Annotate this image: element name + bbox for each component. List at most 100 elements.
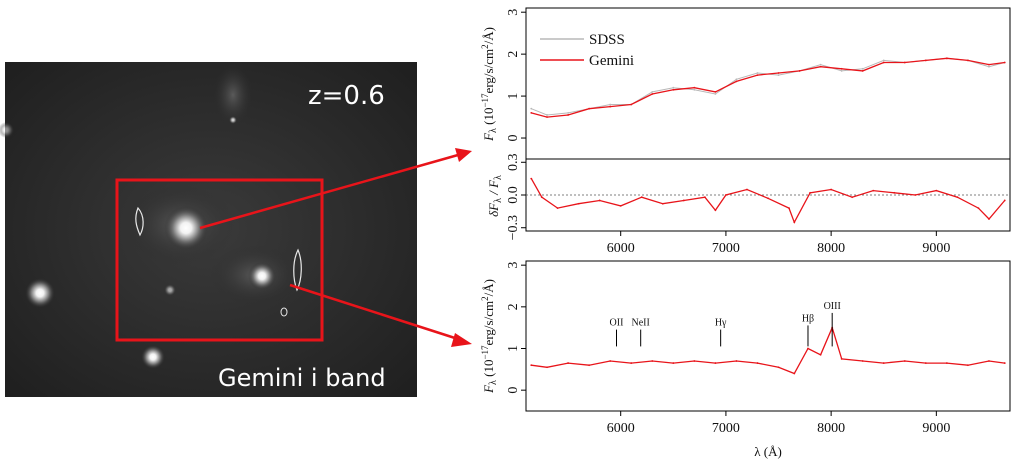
point-bot-0-1 bbox=[546, 366, 548, 369]
point-bot-0-10 bbox=[735, 360, 738, 362]
source-left bbox=[25, 278, 55, 308]
panel-top-frame bbox=[525, 7, 1011, 160]
bot-series bbox=[530, 325, 1006, 375]
ytick-label-bot-1: 1 bbox=[506, 345, 521, 352]
point-res-0-26 bbox=[1003, 199, 1006, 202]
point-top-1-14 bbox=[819, 65, 822, 68]
res-xticks: 6000 7000 8000 9000 bbox=[607, 231, 950, 256]
point-top-1-10 bbox=[735, 80, 738, 83]
ytick-label-top-2: 2 bbox=[506, 51, 521, 58]
point-res-0-12 bbox=[746, 188, 748, 191]
point-res-0-4 bbox=[598, 199, 601, 202]
annotation-label-3: Hβ bbox=[802, 313, 814, 324]
xtick-label-bot-3: 9000 bbox=[922, 421, 950, 436]
point-top-0-11 bbox=[756, 72, 759, 74]
point-res-0-6 bbox=[640, 196, 643, 199]
arrow-companion-head bbox=[451, 333, 472, 347]
point-top-0-9 bbox=[714, 93, 717, 95]
source-edge bbox=[0, 122, 14, 138]
source-topright bbox=[229, 116, 237, 124]
point-top-1-17 bbox=[882, 61, 885, 64]
point-top-1-1 bbox=[546, 116, 548, 118]
ytick-label-top-1: 1 bbox=[506, 93, 521, 100]
point-top-0-12 bbox=[777, 74, 780, 77]
point-res-0-19 bbox=[872, 189, 875, 192]
ytick-label-top-3: 3 bbox=[506, 9, 521, 16]
point-top-1-15 bbox=[840, 67, 843, 70]
top-yticks: 0 1 2 3 bbox=[506, 9, 526, 142]
panel-bottom-frame bbox=[525, 260, 1011, 412]
point-res-0-11 bbox=[725, 194, 727, 196]
contour-left bbox=[135, 206, 144, 237]
legend-gemini-label: Gemini bbox=[589, 53, 634, 69]
res-series bbox=[530, 177, 1006, 224]
panel-top: 0 1 2 3 SDSS Gemini Fλ (10−17erg/s/cm2/Å) bbox=[480, 7, 1011, 160]
ytick-label-res-2: 0.3 bbox=[506, 154, 521, 172]
annotation-label-2: Hγ bbox=[715, 318, 727, 329]
point-bot-0-2 bbox=[567, 362, 569, 364]
arrow-main bbox=[199, 153, 459, 230]
series-top-gemini bbox=[531, 57, 1005, 118]
point-bot-0-5 bbox=[630, 362, 633, 364]
contour-right-small bbox=[280, 307, 288, 317]
point-res-0-17 bbox=[830, 188, 833, 191]
res-yticks: −0.3 0.0 0.3 bbox=[506, 154, 526, 240]
xtick-label-res-3: 9000 bbox=[922, 241, 950, 256]
point-bot-0-18 bbox=[861, 360, 864, 362]
annotation-label-0: OII bbox=[610, 318, 624, 329]
point-res-0-9 bbox=[703, 196, 706, 199]
point-top-0-2 bbox=[567, 111, 569, 114]
source-bottom bbox=[141, 345, 165, 369]
point-top-0-0 bbox=[530, 107, 533, 110]
panel-bottom: 0 1 2 3 6000 7000 8000 9000 OII NeII Hγ Hβ OIII Fλ… bbox=[480, 260, 1011, 459]
image-panel: z=0.6 Gemini i band bbox=[0, 62, 417, 397]
legend: SDSS Gemini bbox=[540, 32, 634, 69]
point-res-0-5 bbox=[619, 205, 622, 207]
point-res-0-16 bbox=[809, 191, 811, 194]
point-res-0-21 bbox=[914, 194, 917, 196]
source-main bbox=[164, 206, 208, 250]
point-res-0-3 bbox=[577, 202, 580, 205]
point-top-1-20 bbox=[945, 57, 948, 60]
source-faint bbox=[164, 284, 176, 296]
point-res-0-10 bbox=[714, 209, 717, 212]
point-top-0-6 bbox=[651, 90, 654, 93]
top-ylabel: Fλ (10−17erg/s/cm2/Å) bbox=[480, 27, 499, 142]
point-top-1-0 bbox=[530, 111, 533, 114]
point-bot-0-6 bbox=[651, 360, 654, 362]
point-top-0-7 bbox=[672, 86, 675, 89]
xtick-label-res-1: 7000 bbox=[712, 241, 740, 256]
point-res-0-8 bbox=[682, 199, 685, 202]
point-bot-0-24 bbox=[988, 360, 990, 362]
ytick-label-top-0: 0 bbox=[506, 135, 521, 142]
xtick-label-res-2: 8000 bbox=[817, 241, 845, 256]
point-top-1-13 bbox=[798, 70, 801, 72]
point-top-1-22 bbox=[988, 63, 990, 66]
band-label: Gemini i band bbox=[218, 364, 386, 392]
ytick-label-bot-3: 3 bbox=[506, 262, 521, 269]
point-bot-0-12 bbox=[777, 366, 780, 369]
point-res-0-22 bbox=[935, 189, 938, 192]
bot-yticks: 0 1 2 3 bbox=[506, 262, 526, 394]
point-top-1-5 bbox=[630, 103, 633, 106]
source-companion bbox=[248, 262, 276, 290]
point-top-1-4 bbox=[609, 105, 612, 108]
point-bot-0-0 bbox=[530, 364, 533, 367]
point-top-1-12 bbox=[777, 72, 780, 74]
arrows bbox=[199, 148, 472, 347]
ytick-label-bot-0: 0 bbox=[506, 387, 521, 394]
xtick-label-bot-1: 7000 bbox=[712, 421, 740, 436]
point-top-1-9 bbox=[714, 90, 717, 93]
point-res-0-1 bbox=[540, 196, 543, 199]
point-top-1-21 bbox=[967, 59, 969, 62]
point-top-1-6 bbox=[651, 93, 654, 95]
xtick-label-bot-0: 6000 bbox=[607, 421, 635, 436]
top-series bbox=[530, 57, 1006, 118]
point-res-0-24 bbox=[977, 207, 980, 209]
point-top-1-8 bbox=[693, 86, 696, 89]
point-res-0-20 bbox=[893, 191, 896, 194]
galaxy-haze-top bbox=[213, 63, 253, 127]
point-bot-0-20 bbox=[903, 360, 906, 362]
bot-ylabel: Fλ (10−17erg/s/cm2/Å) bbox=[480, 279, 499, 394]
